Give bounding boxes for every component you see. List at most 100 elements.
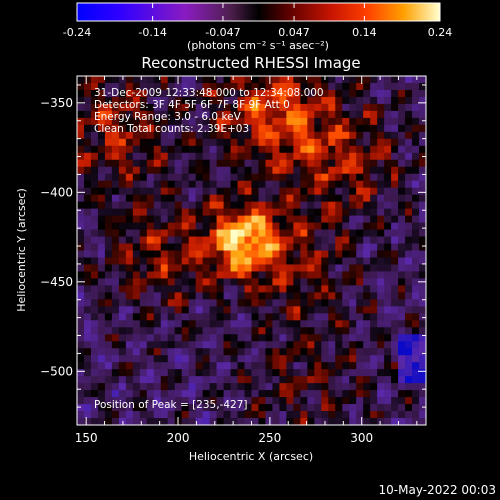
heatmap-cell <box>139 215 148 223</box>
heatmap-cell <box>202 103 211 112</box>
heatmap-cell <box>279 124 287 133</box>
heatmap-cell <box>209 285 217 293</box>
heatmap-cell <box>412 341 420 349</box>
heatmap-cell <box>342 180 350 189</box>
heatmap-cell <box>328 418 336 425</box>
heatmap-cell <box>335 390 343 398</box>
heatmap-cell <box>230 124 238 133</box>
heatmap-cell <box>202 334 211 342</box>
heatmap-cell <box>181 180 190 189</box>
heatmap-cell <box>202 320 211 328</box>
heatmap-cell <box>335 236 343 244</box>
heatmap-cell <box>265 222 273 230</box>
heatmap-cell <box>272 348 280 356</box>
heatmap-cell <box>342 376 350 384</box>
heatmap-cell <box>244 404 252 412</box>
heatmap-cell <box>321 348 329 356</box>
heatmap-cell <box>125 82 134 91</box>
heatmap-cell <box>90 159 99 168</box>
heatmap-cell <box>202 257 211 265</box>
heatmap-cell <box>83 285 92 293</box>
heatmap-cell <box>335 362 343 370</box>
heatmap-cell <box>153 194 162 203</box>
heatmap-cell <box>244 166 252 175</box>
heatmap-cell <box>363 404 371 412</box>
heatmap-cell <box>412 76 420 84</box>
heatmap-cell <box>237 82 245 91</box>
heatmap-cell <box>195 355 204 363</box>
heatmap-cell <box>412 306 420 314</box>
heatmap-cell <box>265 397 273 405</box>
heatmap-cell <box>300 313 308 321</box>
heatmap-cell <box>300 383 308 391</box>
heatmap-cell <box>370 257 378 265</box>
heatmap-cell <box>83 341 92 349</box>
heatmap-cell <box>90 348 99 356</box>
heatmap-cell <box>300 250 308 258</box>
heatmap-cell <box>77 383 85 391</box>
heatmap-cell <box>104 250 113 258</box>
heatmap-cell <box>286 376 294 384</box>
heatmap-cell <box>111 110 120 119</box>
heatmap-cell <box>132 292 141 300</box>
heatmap-cell <box>314 376 322 384</box>
heatmap-cell <box>391 159 399 168</box>
heatmap-cell <box>272 362 280 370</box>
heatmap-cell <box>146 138 155 147</box>
heatmap-cell <box>216 152 224 161</box>
heatmap-cell <box>83 236 92 244</box>
heatmap-cell <box>209 320 217 328</box>
heatmap-cell <box>139 341 148 349</box>
heatmap-cell <box>230 89 238 98</box>
heatmap-cell <box>335 110 343 119</box>
heatmap-cell <box>77 341 85 349</box>
heatmap-cell <box>132 117 141 126</box>
heatmap-cell <box>293 222 301 230</box>
heatmap-cell <box>391 173 399 182</box>
heatmap-cell <box>251 369 259 377</box>
heatmap-cell <box>223 306 231 314</box>
heatmap-cell <box>265 159 273 168</box>
heatmap-cell <box>356 96 364 105</box>
heatmap-cell <box>251 124 259 133</box>
heatmap-cell <box>265 306 273 314</box>
heatmap-cell <box>384 397 392 405</box>
heatmap-cell <box>321 299 329 307</box>
heatmap-cell <box>377 341 385 349</box>
heatmap-cell <box>300 145 308 154</box>
heatmap-cell <box>286 341 294 349</box>
heatmap-cell <box>363 152 371 161</box>
heatmap-cell <box>335 397 343 405</box>
heatmap-cell <box>202 124 211 133</box>
heatmap-cell <box>181 89 190 98</box>
heatmap-cell <box>90 187 99 196</box>
heatmap-cell <box>405 397 413 405</box>
heatmap-cell <box>139 327 148 335</box>
heatmap-cell <box>237 411 245 419</box>
heatmap-cell <box>384 369 392 377</box>
heatmap-cell <box>167 82 176 91</box>
heatmap-cell <box>328 152 336 161</box>
heatmap-cell <box>83 292 92 300</box>
heatmap-cell <box>391 131 399 140</box>
heatmap-cell <box>202 243 211 251</box>
heatmap-cell <box>370 250 378 258</box>
heatmap-cell <box>321 194 329 203</box>
heatmap-cell <box>384 383 392 391</box>
heatmap-cell <box>300 299 308 307</box>
heatmap-cell <box>167 250 176 258</box>
heatmap-cell <box>167 138 176 147</box>
heatmap-cell <box>97 96 106 105</box>
heatmap-cell <box>97 348 106 356</box>
heatmap-cell <box>258 369 266 377</box>
heatmap-cell <box>377 103 385 112</box>
x-tick-label: 300 <box>350 431 373 445</box>
heatmap-cell <box>286 96 294 105</box>
heatmap-cell <box>307 306 315 314</box>
heatmap-cell <box>328 236 336 244</box>
heatmap-cell <box>237 292 245 300</box>
heatmap-cell <box>244 131 252 140</box>
heatmap-cell <box>181 222 190 230</box>
heatmap-cell <box>314 194 322 203</box>
heatmap-cell <box>139 362 148 370</box>
